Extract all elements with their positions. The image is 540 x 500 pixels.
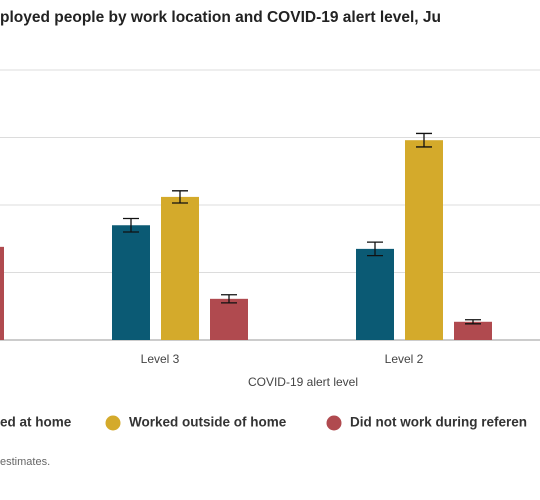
bar — [356, 248, 394, 340]
error-bar — [465, 319, 481, 325]
bar — [405, 140, 443, 340]
legend-marker — [105, 415, 121, 431]
legend-label: Did not work during referen — [350, 415, 527, 430]
footnote: estimates. — [0, 456, 50, 468]
error-bar — [221, 294, 237, 304]
x-tick-label: Level 3 — [141, 352, 180, 366]
error-bar — [123, 217, 139, 233]
error-bar — [367, 241, 383, 257]
legend-label: ed at home — [0, 415, 72, 430]
legend-label: Worked outside of home — [129, 415, 287, 430]
legend-marker — [326, 415, 342, 431]
bar — [454, 321, 492, 340]
bar — [0, 246, 4, 340]
error-bar — [416, 132, 432, 148]
bar — [161, 196, 199, 340]
bar — [112, 225, 150, 340]
x-axis-title: COVID-19 alert level — [248, 375, 358, 389]
bar — [210, 298, 248, 340]
error-bar — [172, 190, 188, 204]
x-tick-label: Level 2 — [385, 352, 424, 366]
chart-title: ployed people by work location and COVID… — [0, 9, 441, 26]
